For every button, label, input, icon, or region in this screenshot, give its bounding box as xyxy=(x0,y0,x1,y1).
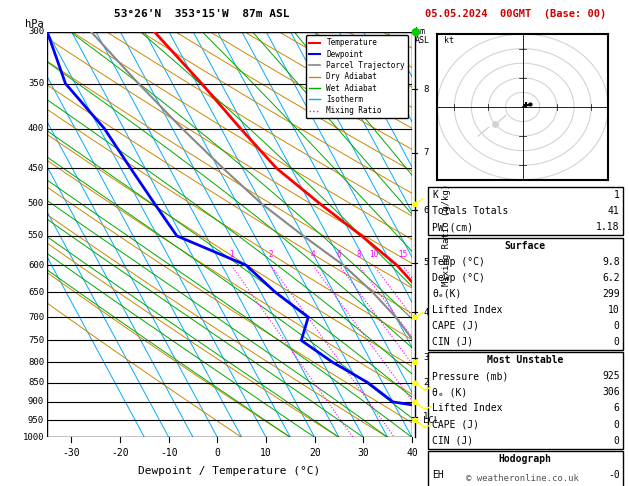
Text: 3: 3 xyxy=(423,353,429,363)
Text: ●: ● xyxy=(412,201,418,207)
Text: kt: kt xyxy=(444,36,454,45)
Text: 15: 15 xyxy=(398,250,407,259)
Text: LCL: LCL xyxy=(423,416,440,425)
Text: 800: 800 xyxy=(28,358,44,367)
Text: ●: ● xyxy=(412,201,418,207)
Legend: Temperature, Dewpoint, Parcel Trajectory, Dry Adiabat, Wet Adiabat, Isotherm, Mi: Temperature, Dewpoint, Parcel Trajectory… xyxy=(306,35,408,118)
Text: ●: ● xyxy=(412,417,418,423)
Text: hPa: hPa xyxy=(25,19,44,29)
Text: 1: 1 xyxy=(423,412,429,421)
Text: 900: 900 xyxy=(28,398,44,406)
Text: 8: 8 xyxy=(423,85,429,94)
Text: 600: 600 xyxy=(28,260,44,270)
Text: 350: 350 xyxy=(28,79,44,88)
Text: 300: 300 xyxy=(28,27,44,36)
Text: 1: 1 xyxy=(614,190,620,200)
Text: K: K xyxy=(432,190,438,200)
Text: ●: ● xyxy=(412,417,418,423)
Text: 6: 6 xyxy=(337,250,342,259)
Text: θₑ(K): θₑ(K) xyxy=(432,289,462,299)
Text: 950: 950 xyxy=(28,416,44,425)
Text: Lifted Index: Lifted Index xyxy=(432,403,503,414)
Text: ●: ● xyxy=(412,399,418,405)
Text: 700: 700 xyxy=(28,312,44,322)
Text: 6: 6 xyxy=(423,206,429,215)
Text: 0: 0 xyxy=(614,419,620,430)
Text: Temp (°C): Temp (°C) xyxy=(432,257,485,267)
Text: ●: ● xyxy=(410,27,420,36)
Text: θₑ (K): θₑ (K) xyxy=(432,387,467,398)
Text: 750: 750 xyxy=(28,336,44,345)
Text: © weatheronline.co.uk: © weatheronline.co.uk xyxy=(465,474,579,483)
Text: 4: 4 xyxy=(423,308,429,317)
Text: 6: 6 xyxy=(614,403,620,414)
Text: 4: 4 xyxy=(311,250,315,259)
Text: 9.8: 9.8 xyxy=(602,257,620,267)
Text: Mixing Ratio (g/kg): Mixing Ratio (g/kg) xyxy=(442,183,451,286)
Text: Dewp (°C): Dewp (°C) xyxy=(432,273,485,283)
Text: -10: -10 xyxy=(160,448,177,457)
Text: 6.2: 6.2 xyxy=(602,273,620,283)
Text: ●: ● xyxy=(412,380,418,385)
Text: 1000: 1000 xyxy=(23,433,44,442)
Text: 05.05.2024  00GMT  (Base: 00): 05.05.2024 00GMT (Base: 00) xyxy=(425,9,606,18)
Text: 400: 400 xyxy=(28,124,44,133)
Text: CAPE (J): CAPE (J) xyxy=(432,321,479,331)
Text: -20: -20 xyxy=(111,448,129,457)
Text: 10: 10 xyxy=(369,250,378,259)
Text: Totals Totals: Totals Totals xyxy=(432,206,508,216)
Text: 0: 0 xyxy=(214,448,220,457)
Text: 299: 299 xyxy=(602,289,620,299)
Text: 5: 5 xyxy=(423,259,429,267)
Text: Pressure (mb): Pressure (mb) xyxy=(432,371,508,382)
Text: km
ASL: km ASL xyxy=(415,27,430,45)
Text: Lifted Index: Lifted Index xyxy=(432,305,503,315)
Text: CIN (J): CIN (J) xyxy=(432,337,473,347)
Text: -30: -30 xyxy=(63,448,81,457)
Text: CAPE (J): CAPE (J) xyxy=(432,419,479,430)
Text: 306: 306 xyxy=(602,387,620,398)
Text: 0: 0 xyxy=(614,321,620,331)
Text: 850: 850 xyxy=(28,378,44,387)
Text: 0: 0 xyxy=(614,435,620,446)
Text: 20: 20 xyxy=(309,448,321,457)
Text: Most Unstable: Most Unstable xyxy=(487,355,564,365)
Text: ●: ● xyxy=(412,314,418,320)
Text: 30: 30 xyxy=(357,448,369,457)
Text: 2: 2 xyxy=(269,250,273,259)
Text: ●: ● xyxy=(412,314,418,320)
Text: 650: 650 xyxy=(28,288,44,296)
Text: 41: 41 xyxy=(608,206,620,216)
Text: 550: 550 xyxy=(28,231,44,241)
Text: 40: 40 xyxy=(406,448,418,457)
Text: 450: 450 xyxy=(28,164,44,173)
Text: EH: EH xyxy=(432,470,444,480)
Text: 53°26'N  353°15'W  87m ASL: 53°26'N 353°15'W 87m ASL xyxy=(113,9,289,18)
Text: 7: 7 xyxy=(423,148,429,157)
Text: 500: 500 xyxy=(28,199,44,208)
Text: ●: ● xyxy=(412,380,418,385)
Text: 2: 2 xyxy=(423,378,429,387)
Text: 0: 0 xyxy=(614,337,620,347)
Text: Dewpoint / Temperature (°C): Dewpoint / Temperature (°C) xyxy=(138,466,321,476)
Text: -0: -0 xyxy=(608,470,620,480)
Text: PW (cm): PW (cm) xyxy=(432,222,473,232)
Text: Hodograph: Hodograph xyxy=(499,454,552,464)
Text: 10: 10 xyxy=(608,305,620,315)
Text: 10: 10 xyxy=(260,448,272,457)
Text: Surface: Surface xyxy=(504,241,546,251)
Text: ●: ● xyxy=(412,359,418,365)
Text: 1: 1 xyxy=(229,250,233,259)
Text: ●: ● xyxy=(412,359,418,365)
Text: 1.18: 1.18 xyxy=(596,222,620,232)
Text: 8: 8 xyxy=(356,250,360,259)
Text: 925: 925 xyxy=(602,371,620,382)
Text: CIN (J): CIN (J) xyxy=(432,435,473,446)
Text: ●: ● xyxy=(412,399,418,405)
